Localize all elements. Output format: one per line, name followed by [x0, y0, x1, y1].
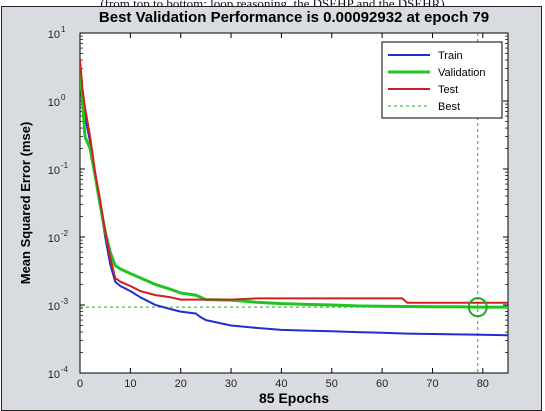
x-tick-label: 60 [376, 378, 388, 390]
legend-label-train: Train [438, 50, 463, 62]
best-point-marker [467, 297, 488, 318]
legend-label-test: Test [438, 84, 458, 96]
legend-label-validation: Validation [438, 67, 486, 79]
x-tick-label: 40 [275, 378, 287, 390]
legend-label-best: Best [438, 101, 460, 113]
y-tick-label: 10 [48, 165, 60, 177]
y-tick-exponent: 1 [61, 25, 66, 34]
y-tick-label: 10 [48, 301, 60, 313]
figure-caption: (from top to bottom: loop reasoning, the… [0, 0, 545, 14]
x-tick-label: 0 [77, 378, 83, 390]
x-tick-label: 30 [225, 378, 237, 390]
x-tick-label: 80 [477, 378, 489, 390]
y-tick-label: 10 [48, 369, 60, 381]
y-tick-label: 10 [48, 97, 60, 109]
y-axis-label: Mean Squared Error (mse) [18, 122, 33, 285]
x-tick-label: 20 [175, 378, 187, 390]
chart-title: Best Validation Performance is 0.0009293… [99, 9, 489, 26]
x-axis-label: 85 Epochs [259, 390, 329, 406]
y-tick-label: 10 [48, 233, 60, 245]
y-tick-exponent: -2 [61, 229, 69, 238]
x-tick-label: 50 [326, 378, 338, 390]
series-line-test [80, 60, 508, 304]
y-tick-exponent: 0 [61, 93, 66, 102]
x-tick-label: 70 [426, 378, 438, 390]
y-tick-exponent: -1 [61, 161, 69, 170]
y-tick-exponent: -4 [61, 365, 69, 374]
y-tick-exponent: -3 [61, 297, 69, 306]
x-tick-label: 10 [124, 378, 136, 390]
y-tick-label: 10 [48, 29, 60, 41]
